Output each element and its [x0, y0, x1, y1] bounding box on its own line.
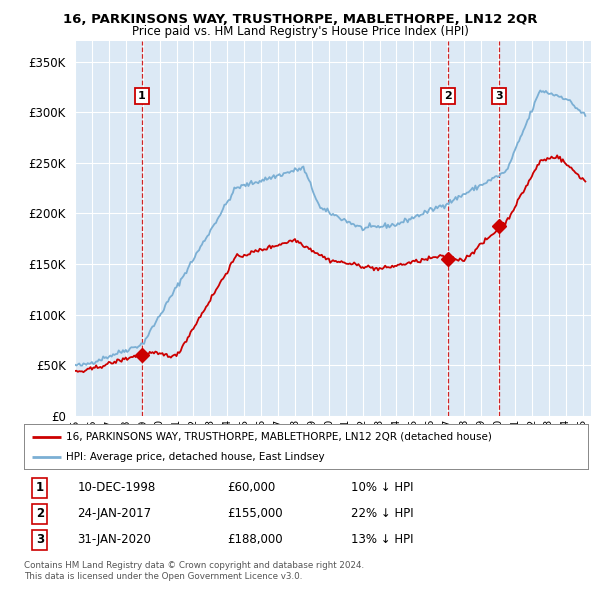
Text: 2: 2 — [36, 507, 44, 520]
Text: Price paid vs. HM Land Registry's House Price Index (HPI): Price paid vs. HM Land Registry's House … — [131, 25, 469, 38]
Text: 2: 2 — [445, 91, 452, 101]
Text: 1: 1 — [36, 481, 44, 494]
Text: 22% ↓ HPI: 22% ↓ HPI — [351, 507, 414, 520]
Text: 3: 3 — [496, 91, 503, 101]
Text: 3: 3 — [36, 533, 44, 546]
Text: This data is licensed under the Open Government Licence v3.0.: This data is licensed under the Open Gov… — [24, 572, 302, 581]
Text: 13% ↓ HPI: 13% ↓ HPI — [351, 533, 413, 546]
Text: £155,000: £155,000 — [227, 507, 283, 520]
Text: Contains HM Land Registry data © Crown copyright and database right 2024.: Contains HM Land Registry data © Crown c… — [24, 560, 364, 569]
Text: 16, PARKINSONS WAY, TRUSTHORPE, MABLETHORPE, LN12 2QR: 16, PARKINSONS WAY, TRUSTHORPE, MABLETHO… — [63, 13, 537, 26]
Text: 10% ↓ HPI: 10% ↓ HPI — [351, 481, 413, 494]
Text: £60,000: £60,000 — [227, 481, 275, 494]
Text: 1: 1 — [138, 91, 146, 101]
Text: 16, PARKINSONS WAY, TRUSTHORPE, MABLETHORPE, LN12 2QR (detached house): 16, PARKINSONS WAY, TRUSTHORPE, MABLETHO… — [66, 432, 492, 442]
Text: 24-JAN-2017: 24-JAN-2017 — [77, 507, 152, 520]
Text: HPI: Average price, detached house, East Lindsey: HPI: Average price, detached house, East… — [66, 453, 325, 463]
Text: 10-DEC-1998: 10-DEC-1998 — [77, 481, 156, 494]
Text: 31-JAN-2020: 31-JAN-2020 — [77, 533, 151, 546]
Text: £188,000: £188,000 — [227, 533, 283, 546]
